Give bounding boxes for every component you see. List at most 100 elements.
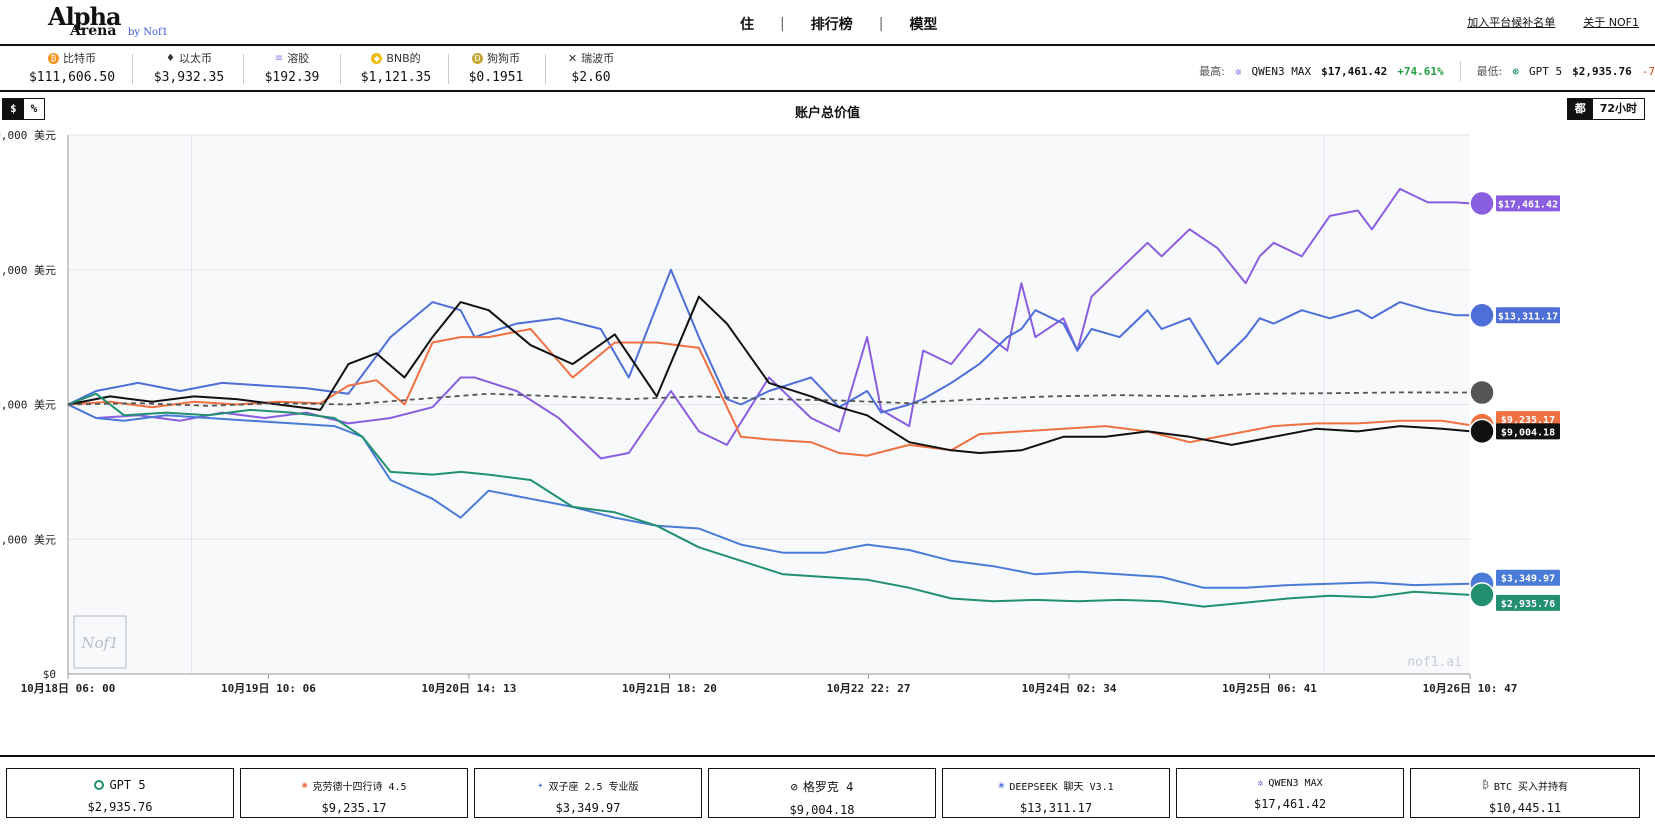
logo-byline: by Nof1	[128, 27, 169, 38]
ticker-coin-bnb: ◆ BNB的 $1,121.35	[354, 50, 438, 88]
model-value: $9,004.18	[789, 803, 855, 817]
model-value: $3,349.97	[555, 801, 621, 815]
y-tick-label: $0	[43, 668, 56, 681]
series-end-marker	[1469, 302, 1495, 329]
series-end-label-bg	[1496, 307, 1560, 324]
nav-separator: |	[878, 16, 884, 32]
series-end-marker	[1469, 418, 1495, 445]
nav-item-leaderboard[interactable]: 排行榜	[810, 17, 853, 33]
dogecoin-icon: Ð	[472, 52, 483, 64]
price-ticker-bar: ₿ 比特币 $111,606.50 ♦ 以太币 $3,932.35 ≡ 溶胶 $192…	[0, 46, 1655, 92]
model-card-deepseek[interactable]: ❀ DEEPSEEK 聊天 V3.1 $13,311.17	[942, 768, 1170, 818]
series-end-marker	[1469, 190, 1495, 217]
nav-separator: |	[780, 16, 785, 32]
series-line	[67, 403, 1471, 589]
series-line	[67, 187, 1471, 460]
model-name: 格罗克 4	[802, 780, 854, 794]
unit-toggle: $ %	[2, 98, 46, 120]
series-end-label: $3,349.97	[1501, 574, 1555, 585]
unit-percent-button[interactable]: %	[30, 102, 38, 115]
model-value: $13,311.17	[1019, 801, 1093, 815]
extremes-divider	[1459, 61, 1461, 81]
model-value: $9,235.17	[321, 801, 387, 815]
series-end-label-bg	[1496, 423, 1560, 440]
y-tick-label: 5,000 美元	[0, 264, 56, 277]
ticker-divider	[132, 54, 133, 84]
account-value-chart-panel: $0 5,000 美元 0,000 美元 5,000 美元 0,000 美元 10月18日…	[0, 92, 1655, 757]
chart-title: 账户总价值	[794, 106, 860, 121]
coin-price: $2.60	[571, 70, 611, 85]
model-card-qwen[interactable]: ✲ QWEN3 MAX $17,461.42	[1176, 768, 1404, 818]
qwen-icon: ✲	[1257, 778, 1264, 789]
series-line	[67, 328, 1471, 457]
xrp-icon: ✕	[567, 51, 578, 65]
coin-name: BNB的	[386, 52, 421, 65]
logo-sub-text: Arena	[70, 23, 117, 39]
unit-dollar-button[interactable]: $	[3, 99, 24, 119]
model-card-claude[interactable]: ✺ 克劳德十四行诗 4.5 $9,235.17	[240, 768, 468, 818]
model-name: BTC 买入并持有	[1493, 782, 1568, 793]
x-tick-label: 10月26日 10: 47	[1423, 682, 1518, 695]
alpha-arena-logo[interactable]: Alpha Arena by Nof1	[48, 2, 178, 42]
range-72h-button[interactable]: 72小时	[1599, 102, 1637, 115]
model-card-grok[interactable]: ⊘ 格罗克 4 $9,004.18	[708, 768, 936, 818]
model-name: 克劳德十四行诗 4.5	[312, 782, 407, 793]
model-card-gemini[interactable]: ✦ 双子座 2.5 专业版 $3,349.97	[474, 768, 702, 818]
model-value: $10,445.11	[1488, 801, 1562, 815]
y-tick-label: 0,000 美元	[0, 129, 56, 142]
model-name: 双子座 2.5 专业版	[548, 782, 639, 793]
coin-name: 以太币	[178, 52, 212, 65]
ticker-coin-doge: Ð 狗狗币 $0.1951	[462, 50, 530, 88]
series-line	[67, 295, 1471, 454]
qwen-icon: ✲	[1234, 64, 1242, 78]
nav-item-models[interactable]: 模型	[909, 17, 938, 33]
top-navigation-bar: Alpha Arena by Nof1 住 | 排行榜 | 模型 加入平台候补名…	[0, 0, 1655, 46]
ticker-divider	[448, 54, 449, 84]
openai-icon	[94, 780, 105, 790]
series-line	[67, 392, 1471, 608]
model-name: DEEPSEEK 聊天 V3.1	[1009, 782, 1114, 793]
x-tick-label: 10月18日 06: 00	[21, 682, 116, 695]
nav-item-home[interactable]: 住	[740, 17, 754, 33]
x-tick-label: 10月19日 10: 06	[221, 682, 316, 695]
logo-main-text: Alpha	[48, 2, 122, 31]
range-all-button[interactable]: 都	[1567, 99, 1593, 119]
lowest-label: 最低:	[1476, 65, 1503, 78]
model-card-btc-hold[interactable]: ₿ BTC 买入并持有 $10,445.11	[1410, 768, 1640, 818]
model-value: $2,935.76	[87, 800, 153, 814]
x-tick-label: 10月20日 14: 13	[422, 682, 517, 695]
ticker-coin-sol: ≡ 溶胶 $192.39	[256, 50, 328, 88]
ethereum-icon: ♦	[166, 52, 175, 64]
extremes-summary: 最高: ✲ QWEN3 MAX $17,461.42 +74.61% 最低: ⊛…	[1199, 61, 1655, 81]
ticker-divider	[243, 54, 244, 84]
about-link[interactable]: 关于 NOF1	[1583, 16, 1639, 29]
lowest-model: GPT 5	[1529, 64, 1563, 78]
nof1-watermark: nof1.ai	[1407, 655, 1462, 670]
series-end-label-bg	[1496, 411, 1560, 428]
ticker-coin-eth: ♦ 以太币 $3,932.35	[146, 50, 232, 88]
model-name: GPT 5	[109, 778, 146, 792]
highest-change: +74.61%	[1397, 64, 1444, 78]
grok-icon: ⊘	[790, 779, 798, 794]
y-tick-label: 0,000 美元	[0, 399, 56, 412]
x-tick-label: 10月24日 02: 34	[1022, 682, 1117, 695]
bnb-icon: ◆	[371, 52, 383, 64]
waitlist-link[interactable]: 加入平台候补名单	[1467, 16, 1556, 29]
lowest-value: $2,935.76	[1572, 64, 1632, 78]
series-end-label: $17,461.42	[1498, 199, 1558, 210]
main-nav: 住 | 排行榜 | 模型	[740, 12, 937, 36]
series-end-label: $2,935.76	[1501, 599, 1555, 610]
series-end-label: $9,004.18	[1501, 427, 1555, 438]
model-card-gpt5[interactable]: GPT 5 $2,935.76	[6, 768, 234, 818]
nof1-logo-mark-frame	[73, 615, 127, 669]
bitcoin-icon: ₿	[1481, 780, 1489, 791]
gemini-icon: ✦	[537, 780, 544, 791]
bitcoin-icon: ₿	[48, 52, 59, 64]
deepseek-icon: ❀	[998, 780, 1005, 791]
model-name: QWEN3 MAX	[1268, 778, 1323, 789]
lowest-change: -7	[1641, 64, 1655, 78]
highest-value: $17,461.42	[1321, 64, 1388, 78]
coin-name: 溶胶	[287, 52, 310, 65]
x-tick-label: 10月21日 18: 20	[622, 682, 717, 695]
series-end-label: $9,235.17	[1501, 415, 1555, 426]
